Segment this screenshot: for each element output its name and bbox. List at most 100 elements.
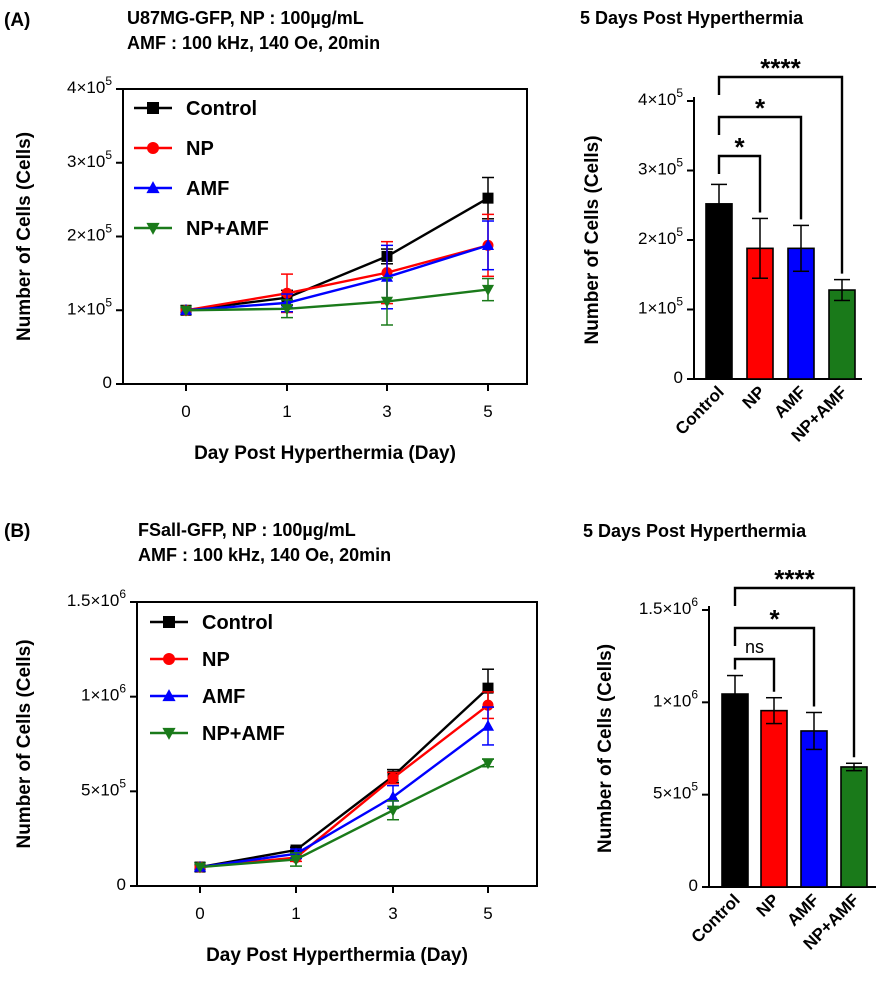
significance-label: * <box>755 93 766 123</box>
legend-marker <box>163 616 175 628</box>
x-category-label: NP <box>753 890 783 920</box>
legend-label: NP <box>186 138 214 160</box>
chart-title-line-1: U87MG-GFP, NP : 100µg/mL <box>127 8 364 28</box>
y-tick-label: 0 <box>117 875 126 894</box>
y-tick-label: 3×105 <box>638 156 683 179</box>
x-category-label: Control <box>672 382 728 438</box>
significance-label: * <box>734 132 745 162</box>
data-point <box>193 862 207 874</box>
y-axis-label: Number of Cells (Cells) <box>14 639 35 848</box>
y-tick-label: 5×105 <box>81 777 126 800</box>
series-np-amf <box>179 277 495 326</box>
x-tick-label: 3 <box>388 904 397 923</box>
significance-bracket <box>733 586 856 758</box>
x-axis-label: Day Post Hyperthermia (Day) <box>206 945 468 966</box>
legend-marker <box>162 689 176 702</box>
series-line <box>185 244 489 312</box>
data-point <box>481 239 495 251</box>
x-tick-label: 0 <box>195 904 204 923</box>
data-point <box>482 682 494 694</box>
x-tick-label: 1 <box>282 402 291 421</box>
y-tick-label: 2×105 <box>67 222 112 245</box>
x-tick-label: 1 <box>291 904 300 923</box>
chart-title-line-1: FSall-GFP, NP : 100µg/mL <box>138 520 356 540</box>
data-point <box>386 790 400 802</box>
significance-label: **** <box>774 564 815 594</box>
chart-title-line-2: AMF : 100 kHz, 140 Oe, 20min <box>127 33 380 53</box>
y-tick-label: 0 <box>674 368 683 387</box>
legend-label: Control <box>202 612 273 634</box>
legend-label: NP+AMF <box>202 723 285 745</box>
series-line <box>199 725 489 869</box>
data-point <box>387 772 399 784</box>
legend-marker <box>147 102 159 114</box>
y-axis-label: Number of Cells (Cells) <box>582 135 603 344</box>
legend-marker <box>147 142 159 154</box>
data-point <box>386 805 400 817</box>
legend-label: AMF <box>202 686 245 708</box>
y-tick-label: 1×106 <box>653 688 698 711</box>
x-tick-label: 5 <box>483 402 492 421</box>
panel-label-a: (A) <box>4 10 30 31</box>
significance-bracket <box>733 626 816 707</box>
data-point <box>482 699 494 711</box>
y-tick-label: 1.5×106 <box>639 595 698 618</box>
data-point <box>481 758 495 770</box>
chart-title-line-2: AMF : 100 kHz, 140 Oe, 20min <box>138 545 391 565</box>
significance-label: **** <box>760 53 801 83</box>
legend-marker <box>146 181 160 194</box>
series-line <box>185 197 489 312</box>
significance-bracket <box>717 115 803 220</box>
y-axis-label: Number of Cells (Cells) <box>595 644 616 853</box>
y-tick-label: 0 <box>689 876 698 895</box>
chart-title: 5 Days Post Hyperthermia <box>583 521 807 541</box>
legend-item-np-amf: NP+AMF <box>134 218 269 240</box>
chart-title: 5 Days Post Hyperthermia <box>580 8 804 28</box>
data-point <box>289 854 303 866</box>
chart-a-line: U87MG-GFP, NP : 100µg/mL AMF : 100 kHz, 1… <box>14 8 528 464</box>
significance-bracket <box>717 154 762 213</box>
legend-marker <box>162 727 176 740</box>
bar-amf <box>800 730 828 888</box>
y-tick-label: 2×105 <box>638 225 683 248</box>
bar-control <box>721 693 749 888</box>
y-tick-label: 1×106 <box>81 682 126 705</box>
y-tick-label: 1×105 <box>67 295 112 318</box>
legend-item-amf: AMF <box>150 686 245 708</box>
legend-label: AMF <box>186 178 229 200</box>
x-tick-label: 3 <box>382 402 391 421</box>
x-category-label: NP <box>739 382 769 412</box>
series-line <box>185 288 489 312</box>
data-point <box>179 305 193 317</box>
plot-frame <box>136 601 538 887</box>
bar-np <box>760 709 788 888</box>
legend-marker <box>146 222 160 235</box>
legend-label: NP <box>202 649 230 671</box>
series-amf <box>179 220 495 315</box>
legend-item-control: Control <box>134 98 257 120</box>
y-tick-label: 5×105 <box>653 780 698 803</box>
chart-b-bar: 5 Days Post Hyperthermia 0 5×105 1×106 1.5×1… <box>583 521 876 954</box>
bar-np-amf <box>828 289 856 380</box>
series-line <box>185 244 489 312</box>
bar-np-amf <box>840 766 868 888</box>
series-line <box>199 687 489 869</box>
significance-bracket <box>733 657 776 692</box>
data-point <box>380 296 394 308</box>
legend-item-np: NP <box>150 649 230 671</box>
y-tick-label: 1×105 <box>638 295 683 318</box>
legend-item-amf: AMF <box>134 178 229 200</box>
y-axis-label: Number of Cells (Cells) <box>14 132 35 341</box>
x-category-label: Control <box>688 890 744 946</box>
y-tick-label: 1.5×106 <box>67 587 126 610</box>
data-point <box>482 192 494 204</box>
x-tick-label: 5 <box>483 904 492 923</box>
panel-label-b: (B) <box>4 521 30 542</box>
bar-control <box>705 203 733 380</box>
legend-item-control: Control <box>150 612 273 634</box>
y-tick-label: 4×105 <box>638 86 683 109</box>
data-point <box>380 270 394 282</box>
significance-label: ns <box>745 637 764 657</box>
y-tick-label: 0 <box>103 373 112 392</box>
